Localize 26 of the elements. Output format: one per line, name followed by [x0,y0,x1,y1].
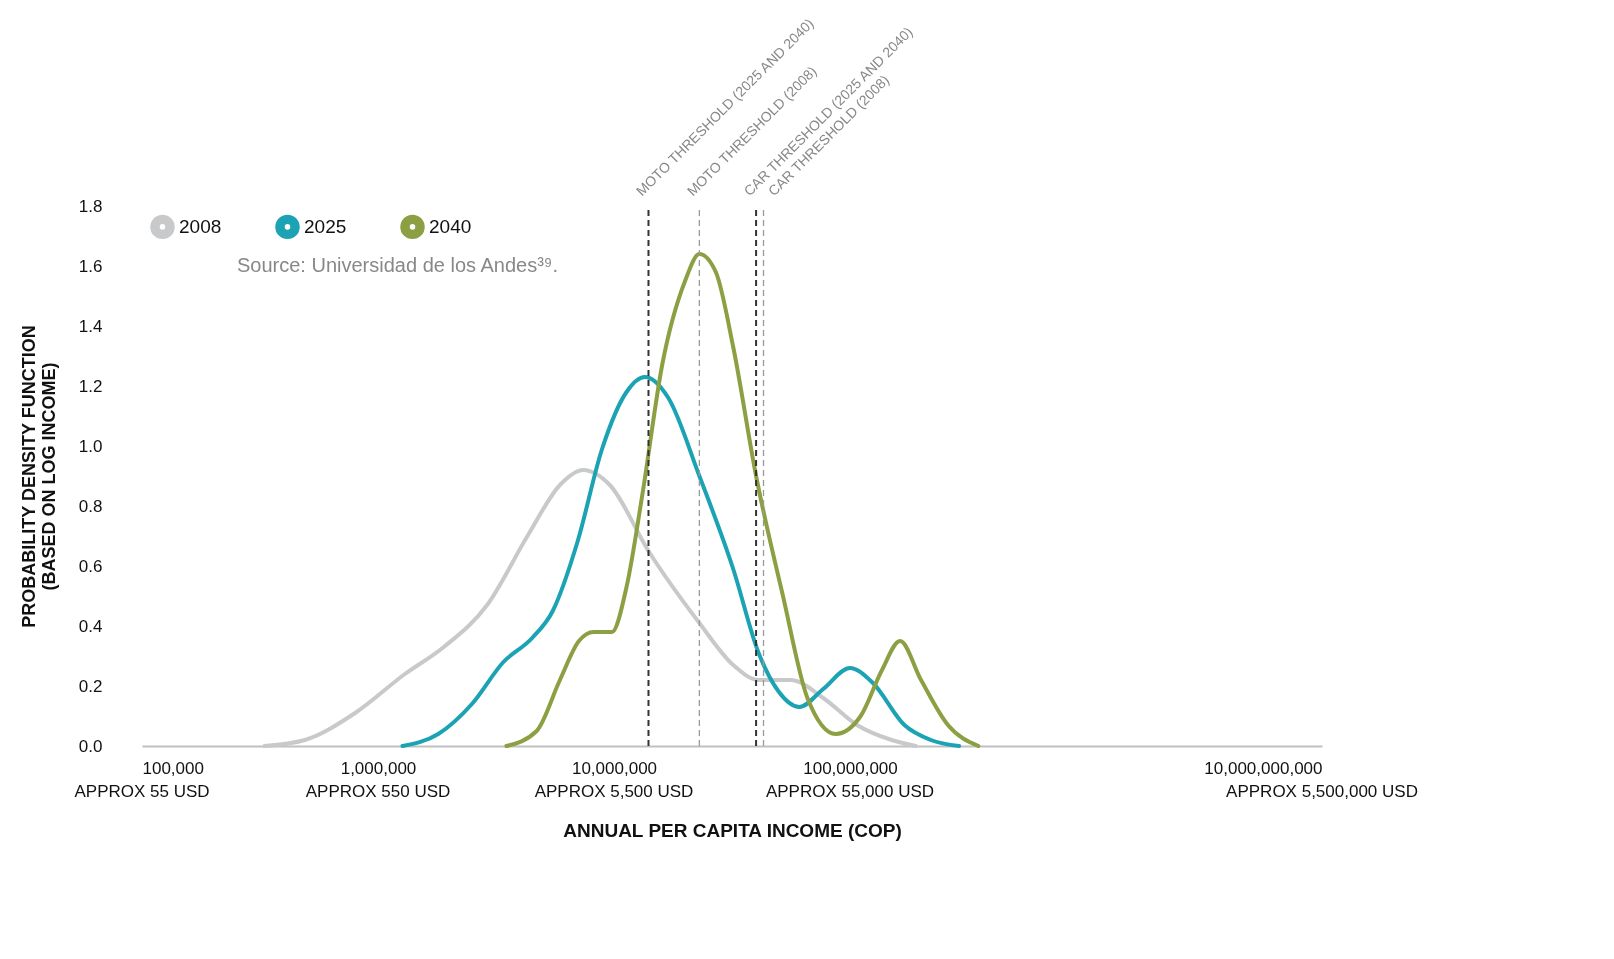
legend-label: 2008 [179,215,222,237]
x-tick-label: 10,000,000 [571,758,658,778]
y-tick-label: 0.4 [78,616,103,636]
legend-label: 2025 [304,215,347,237]
text: APPROX 55,000 USD [765,782,935,801]
y-tick-label: 0.8 [78,496,103,516]
x-axis-title: ANNUAL PER CAPITA INCOME (COP) [563,819,902,841]
y-axis-title: PROBABILITY DENSITY FUNCTION (BASED ON LOG INCOME) [18,325,59,628]
y-tick-label: 0.2 [78,676,103,696]
x-tick-label: 100,000 [142,758,204,778]
y-tick-label: 1.4 [78,316,103,336]
x-tick-label: 10,000,000,000 [1204,758,1323,778]
text: APPROX 550 USD [305,782,451,801]
annotation: Source: Universidad de los Andes³⁹. [237,254,558,276]
x-tick-label: 1,000,000 [340,758,417,778]
y-tick-label: 0.6 [78,556,103,576]
text: APPROX 5,500,000 USD [1226,782,1418,801]
x-tick-label: 100,000,000 [803,758,898,778]
y-tick-label: 1.6 [78,256,103,276]
y-tick-label: 1.0 [78,436,103,456]
legend-label: 2040 [429,215,472,237]
y-tick-label: 1.8 [78,196,103,216]
y-tick-label: 0.0 [78,736,103,756]
text: APPROX 55 USD [74,782,210,801]
text: APPROX 5,500 USD [534,782,694,801]
y-tick-label: 1.2 [78,376,103,396]
